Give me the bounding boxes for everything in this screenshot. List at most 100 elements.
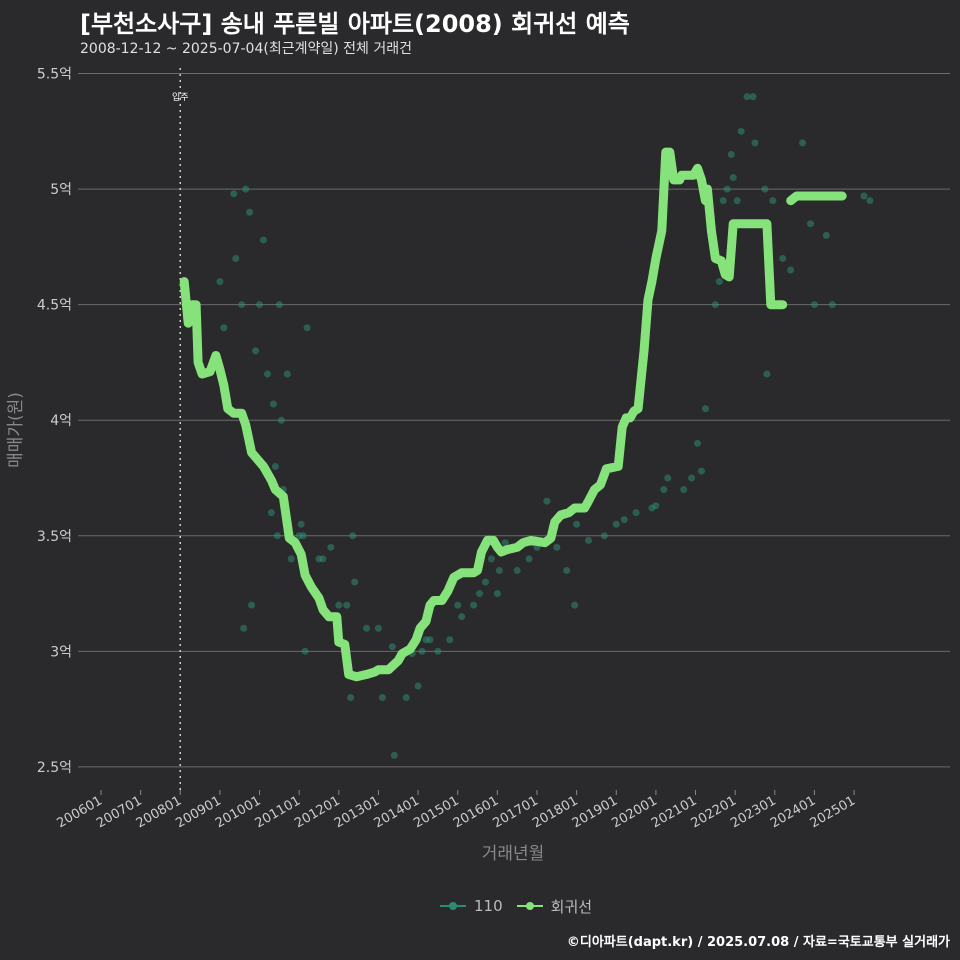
regression-line xyxy=(786,191,847,206)
legend-item-110: 110 xyxy=(440,896,503,916)
scatter-point xyxy=(822,231,830,239)
scatter-point xyxy=(828,301,836,309)
scatter-point xyxy=(470,601,478,609)
scatter-point xyxy=(585,536,593,544)
scatter-point xyxy=(787,266,795,274)
scatter-point xyxy=(806,220,814,228)
scatter-point xyxy=(390,751,398,759)
scatter-point xyxy=(414,682,422,690)
scatter-point xyxy=(248,601,256,609)
legend: 110 회귀선 xyxy=(440,896,606,916)
scatter-point xyxy=(701,405,709,413)
scatter-point xyxy=(563,566,571,574)
scatter-point xyxy=(252,347,260,355)
scatter-point xyxy=(543,497,551,505)
scatter-point xyxy=(495,566,503,574)
legend-label-110: 110 xyxy=(474,897,503,915)
scatter-point xyxy=(319,555,327,563)
scatter-point xyxy=(426,636,434,644)
scatter-point xyxy=(620,516,628,524)
scatter-point xyxy=(271,462,279,470)
scatter-point xyxy=(751,139,759,147)
source-caption: ©디아파트(dapt.kr) / 2025.07.08 / 자료=국토교통부 실… xyxy=(566,935,950,950)
scatter-point xyxy=(388,643,396,651)
scatter-point xyxy=(729,174,737,182)
scatter-point xyxy=(335,601,343,609)
y-tick-label: 5.5억 xyxy=(37,67,72,83)
scatter-point xyxy=(277,416,285,424)
scatter-point xyxy=(697,467,705,475)
scatter-point xyxy=(303,324,311,332)
scatter-point xyxy=(799,139,807,147)
scatter-point xyxy=(301,647,309,655)
grid-lines xyxy=(78,73,950,768)
scatter-point xyxy=(632,509,640,517)
scatter-point xyxy=(719,197,727,205)
scatter-point xyxy=(238,301,246,309)
scatter-point xyxy=(283,370,291,378)
chart-title: [부천소사구] 송내 푸른빌 아파트(2008) 회귀선 예측 xyxy=(80,10,630,38)
scatter-point xyxy=(347,694,355,702)
legend-symbol-110 xyxy=(440,896,466,916)
scatter-point xyxy=(216,278,224,286)
scatter-point xyxy=(351,578,359,586)
scatter-point xyxy=(434,647,442,655)
y-tick-label: 4억 xyxy=(50,413,72,429)
scatter-point xyxy=(240,624,248,632)
scatter-point xyxy=(297,520,305,528)
scatter-point xyxy=(327,543,335,551)
scatter-point xyxy=(446,636,454,644)
scatter-point xyxy=(513,566,521,574)
scatter-point xyxy=(779,254,787,262)
scatter-point xyxy=(242,185,250,193)
scatter-point xyxy=(733,197,741,205)
scatter-point xyxy=(232,254,240,262)
x-axis-ticks: 2006012007012008012009012010012011012012… xyxy=(54,790,858,831)
scatter-point xyxy=(761,185,769,193)
scatter-point xyxy=(275,301,283,309)
scatter-point xyxy=(378,694,386,702)
scatter-point xyxy=(476,590,484,598)
move-in-label: 입주 xyxy=(172,91,189,103)
scatter-point xyxy=(230,190,238,198)
scatter-point xyxy=(259,236,267,244)
scatter-point xyxy=(743,93,751,101)
legend-item-regression: 회귀선 xyxy=(516,896,592,917)
scatter-point xyxy=(711,301,719,309)
scatter-point xyxy=(487,555,495,563)
scatter-point xyxy=(246,208,254,216)
scatter-point xyxy=(688,474,696,482)
regression-lines xyxy=(179,147,847,682)
scatter-point xyxy=(269,400,277,408)
scatter-point xyxy=(866,197,874,205)
scatter-point xyxy=(273,532,281,540)
scatter-point xyxy=(680,486,688,494)
scatter-point xyxy=(652,502,660,510)
scatter-point xyxy=(454,601,462,609)
scatter-point xyxy=(664,474,672,482)
scatter-point xyxy=(374,624,382,632)
scatter-point xyxy=(573,520,581,528)
scatter-point xyxy=(600,532,608,540)
scatter-point xyxy=(267,509,275,517)
scatter-point xyxy=(612,520,620,528)
scatter-point xyxy=(737,127,745,135)
y-axis-label: 매매가(원) xyxy=(6,392,26,468)
y-tick-label: 3.5억 xyxy=(37,529,72,545)
y-axis-ticks: 2.5억 3억 3.5억 4억 4.5억 5억 5.5억 xyxy=(37,67,72,776)
scatter-point xyxy=(769,197,777,205)
scatter-point xyxy=(458,613,466,621)
legend-symbol-regression xyxy=(516,896,543,916)
scatter-point xyxy=(287,555,295,563)
scatter-points xyxy=(216,93,874,759)
scatter-point xyxy=(299,532,307,540)
scatter-point xyxy=(402,694,410,702)
scatter-point xyxy=(220,324,228,332)
chart-subtitle: 2008-12-12 ~ 2025-07-04(최근계약일) 전체 거래건 xyxy=(80,41,412,57)
move-in-annotation: 입주 xyxy=(172,68,189,790)
scatter-point xyxy=(343,601,351,609)
scatter-point xyxy=(694,439,702,447)
scatter-point xyxy=(763,370,771,378)
scatter-point xyxy=(727,150,735,158)
